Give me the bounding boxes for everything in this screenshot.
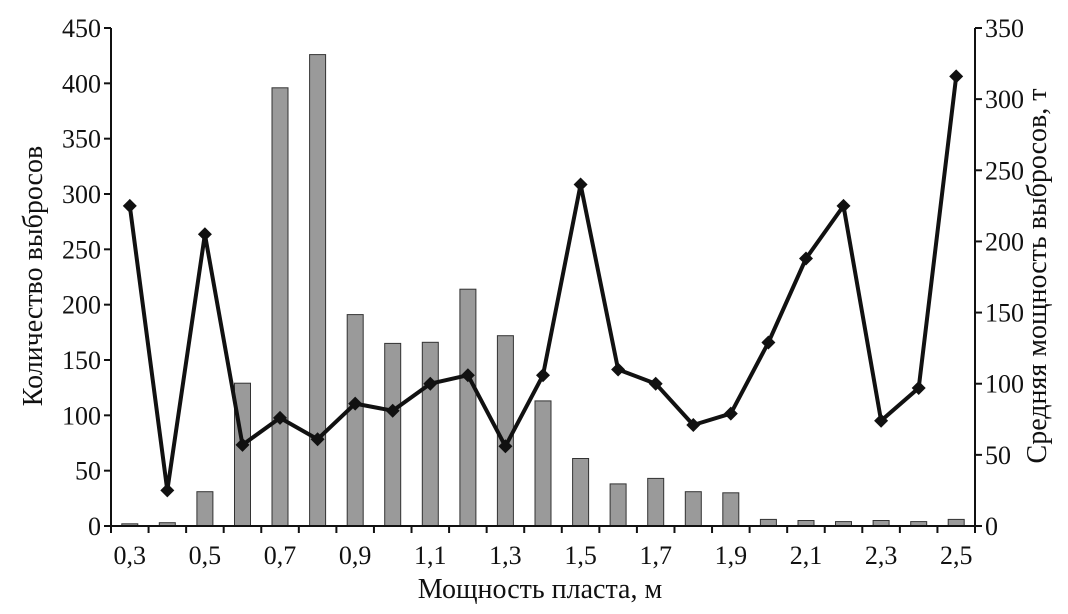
left-tick-label: 150 <box>62 346 101 375</box>
left-tick-label: 50 <box>75 457 101 486</box>
line-point-1,4 <box>536 368 550 383</box>
line-point-1,1 <box>423 376 438 391</box>
bar-0,5 <box>196 491 214 527</box>
x-tick-label: 1,1 <box>414 541 447 570</box>
line-point-0,8 <box>310 432 325 447</box>
right-tick-label: 150 <box>985 299 1024 328</box>
line-point-1,0 <box>385 403 400 418</box>
right-axis-title: Средняя мощность выбросов, т <box>1022 89 1053 464</box>
line-point-1,7 <box>648 376 663 391</box>
bar-1,9 <box>722 492 740 527</box>
line-point-2,0 <box>761 335 776 350</box>
x-tick-label: 0,9 <box>339 541 372 570</box>
bar-1,1 <box>421 341 439 527</box>
x-tick-label: 0,7 <box>264 541 297 570</box>
left-axis-title: Количество выбросов <box>18 146 49 406</box>
right-tick-labels: 0 50 100 150 200 250 300 350 <box>985 14 1024 541</box>
x-tick-label: 0,5 <box>189 541 222 570</box>
line-point-0,9 <box>348 396 363 411</box>
line-point-1,8 <box>686 418 701 432</box>
line-point-2,1 <box>799 251 813 266</box>
left-tick-label: 100 <box>62 401 101 430</box>
x-tick-label: 0,3 <box>114 541 147 570</box>
x-tick-label: 1,9 <box>715 541 748 570</box>
line-point-0,5 <box>197 227 212 242</box>
left-tick-label: 200 <box>62 291 101 320</box>
line-point-2,2 <box>836 198 851 213</box>
line-point-0,3 <box>122 198 137 213</box>
x-tick-label: 1,5 <box>564 541 597 570</box>
right-tick-label: 200 <box>985 227 1024 256</box>
bar-0,9 <box>346 314 364 527</box>
bar-0,7 <box>271 87 289 527</box>
line-point-1,3 <box>498 439 513 454</box>
bar-1,5 <box>572 458 590 527</box>
right-tick-label: 300 <box>985 85 1024 114</box>
bars <box>121 54 965 527</box>
line-point-0,7 <box>273 410 287 425</box>
bar-1,8 <box>684 491 702 527</box>
left-tick-label: 0 <box>88 512 101 541</box>
x-tick-labels: 0,3 0,5 0,7 0,9 1,1 1,3 1,5 1,7 1,9 2,1 2,3 2,5 <box>114 541 973 570</box>
bar-1,4 <box>534 400 552 527</box>
left-tick-label: 350 <box>62 125 101 154</box>
bar-1,2 <box>459 288 477 527</box>
bar-1,7 <box>647 477 665 527</box>
bar-1,3 <box>496 335 514 527</box>
right-tick-label: 0 <box>985 512 998 541</box>
right-tick-label: 250 <box>985 156 1024 185</box>
line-point-1,9 <box>723 406 738 421</box>
line-point-0,4 <box>160 483 175 498</box>
x-tick-label: 1,7 <box>639 541 672 570</box>
right-tick-label: 50 <box>985 441 1011 470</box>
left-tick-label: 250 <box>62 235 101 264</box>
bar-0,8 <box>309 54 327 527</box>
line-point-1,6 <box>611 362 626 377</box>
line-point-2,5 <box>949 69 964 84</box>
left-tick-label: 300 <box>62 180 101 209</box>
bar-1,6 <box>609 483 627 527</box>
x-tick-label: 2,1 <box>790 541 823 570</box>
line-point-0,6 <box>235 437 250 452</box>
line-point-1,5 <box>573 177 588 192</box>
left-tick-label: 400 <box>62 69 101 98</box>
axes <box>104 27 982 533</box>
x-tick-label: 2,3 <box>865 541 898 570</box>
line-point-2,4 <box>911 381 926 395</box>
left-tick-labels: 0 50 100 150 200 250 300 350 400 450 <box>62 14 101 541</box>
line-series <box>122 69 964 498</box>
right-tick-label: 350 <box>985 14 1024 43</box>
x-axis-title: Мощность пласта, м <box>418 574 663 605</box>
left-tick-label: 450 <box>62 14 101 43</box>
x-tick-label: 1,3 <box>489 541 522 570</box>
x-tick-label: 2,5 <box>940 541 973 570</box>
line-point-1,2 <box>460 368 475 383</box>
right-tick-label: 100 <box>985 370 1024 399</box>
line-point-2,3 <box>874 413 889 428</box>
bar-1,0 <box>384 342 402 527</box>
